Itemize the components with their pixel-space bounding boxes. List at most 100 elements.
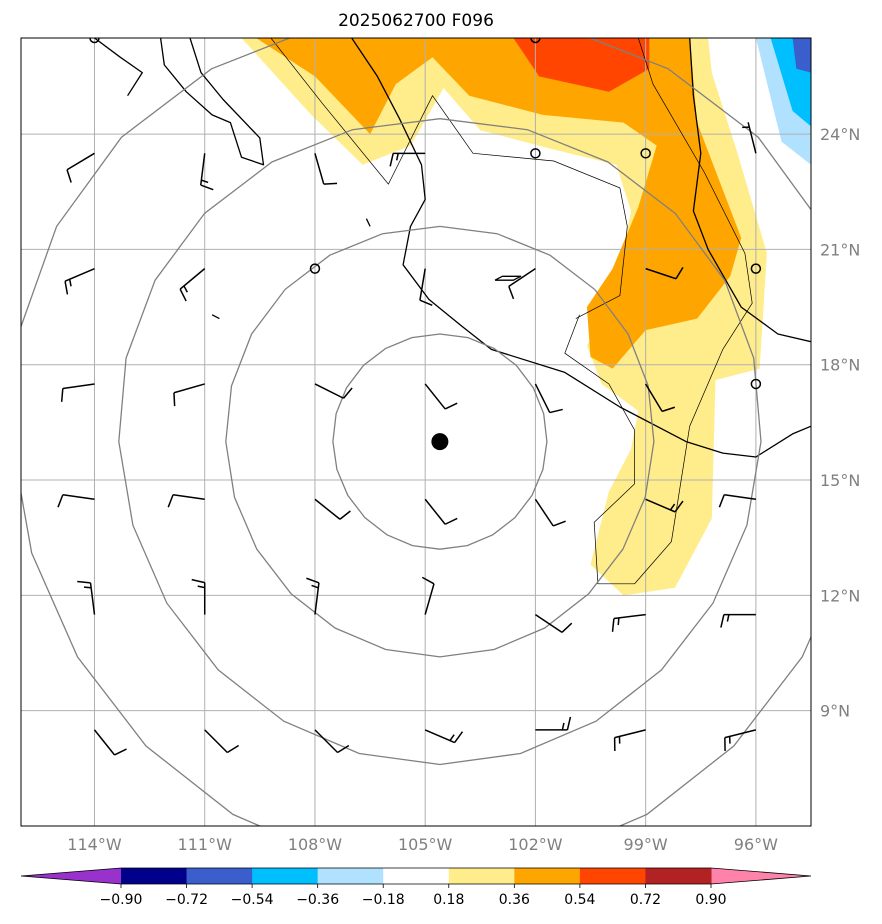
wind-barb [77,580,96,615]
barb-feather [200,184,214,191]
barb-shaft [724,494,756,501]
colorbar-tick-label: 0.90 [695,892,726,908]
barb-feather [453,731,464,743]
colorbar-bin [645,868,712,884]
wind-barb [60,383,95,402]
wind-barb [424,498,458,525]
barb-feather [114,748,127,756]
wind-barb [645,383,676,413]
barb-shaft [419,268,426,301]
y-tick-label: 21°N [820,240,860,259]
barb-feather [342,387,353,399]
colorbar-tick-label: 0.36 [499,892,530,908]
range-rings [21,38,811,826]
barb-shaft [645,267,677,280]
barb-half-feather [183,285,188,293]
barb-half-feather [311,584,319,589]
barb-feather [508,286,515,300]
storm-center [431,433,449,451]
wind-barbs [57,6,762,756]
barb-feather [389,153,394,167]
barb-feather [173,392,176,407]
storm-center-dot [431,433,449,451]
barb-shaft [66,152,95,171]
colorbar-bin [121,868,188,884]
barb-shaft [314,582,320,615]
x-tick-label: 96°W [734,835,778,854]
y-tick-label: 12°N [820,586,860,605]
wind-barb [742,122,757,154]
range-ring [332,333,548,550]
colorbar-bin [579,868,646,884]
coastline [351,38,811,458]
barb-feather [732,8,745,9]
wind-barb [639,6,646,38]
wind-barb [535,613,573,633]
colorbar-extend-high [711,868,811,884]
barb-feather [191,578,205,584]
colorbar-bin [186,868,253,884]
barb-shaft [62,494,95,501]
wind-barb [308,6,315,38]
colorbar-bin [252,868,319,884]
barb-shaft [614,729,646,739]
barb-half-feather [449,734,455,741]
calm-circle [530,148,541,159]
barb-shaft [613,613,646,620]
barb-shaft [424,383,446,410]
barb-feather [421,576,435,585]
wind-barb [750,263,762,274]
barb-feather [675,266,684,280]
barb-shaft [645,383,663,412]
wind-barb [421,576,435,615]
barb-shaft [89,582,96,615]
wind-barb [645,498,684,513]
barb-shaft [314,729,339,754]
barb-shaft [747,122,757,154]
barb-shaft [755,38,756,39]
wind-barb [732,8,756,39]
wind-barb [93,729,127,756]
barb-feather [720,614,725,628]
wind-barb [306,577,320,615]
wind-barb [530,38,541,44]
barb-half-feather [726,614,730,622]
shaded-region [513,38,650,92]
wind-barb [89,38,100,44]
barb-feather [339,510,351,520]
wind-barb [179,268,206,302]
coastline [211,314,220,320]
shaded-region [792,38,811,73]
contour-lines [270,38,753,585]
shaded-field [241,38,811,596]
barb-shaft [314,498,341,520]
barb-shaft [424,498,446,525]
y-tick-label: 18°N [820,356,860,375]
barb-feather [226,744,240,754]
x-tick-label: 102°W [508,835,563,854]
wind-barb [530,148,541,159]
calm-circle [309,263,321,274]
x-tick-label: 114°W [67,835,122,854]
barb-feather [64,281,69,295]
wind-barb [718,494,756,508]
barb-feather [60,388,64,402]
barb-shaft [173,383,205,394]
colorbar-tick-label: 0.72 [630,892,661,908]
barb-half-feather [197,585,205,589]
barb-shaft [645,498,676,513]
contour-line [564,38,753,585]
range-ring [225,225,655,658]
coastline [365,218,371,227]
barb-feather [661,406,676,413]
barb-feather [167,494,174,508]
colorbar-tick-label: −0.54 [231,892,274,908]
chart-title: 2025062700 F096 [338,11,494,31]
contour-line [270,38,628,319]
wind-barb [750,378,762,390]
wind-barb [611,613,646,632]
barb-shaft [204,729,228,754]
barb-feather [611,618,615,632]
barb-feather [718,494,725,508]
coastline [94,38,143,97]
